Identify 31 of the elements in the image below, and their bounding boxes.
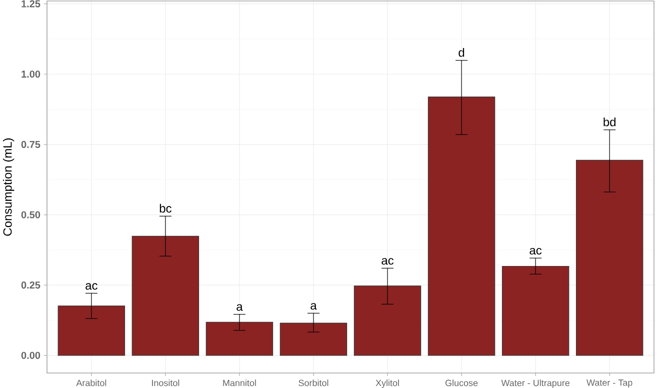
y-tick-label: 0.75: [21, 140, 40, 148]
bar: [280, 322, 348, 356]
x-tick-label: Sorbitol: [298, 380, 328, 386]
x-tick-label: Xylitol: [376, 380, 399, 388]
bar: [206, 322, 274, 356]
y-axis-title: Consumption (mL): [2, 138, 14, 236]
annotation: bd: [604, 117, 616, 126]
annotation: bc: [160, 204, 172, 213]
x-tick-label: Mannitol: [223, 380, 256, 386]
bar: [428, 96, 496, 356]
annotation: d: [458, 48, 464, 57]
x-tick-label: Arabitol: [76, 380, 106, 386]
annotation: ac: [530, 248, 542, 255]
annotation: ac: [86, 283, 98, 290]
bar: [576, 160, 644, 356]
bar: [502, 266, 570, 356]
bar: [354, 286, 422, 356]
x-tick-label: Water - Ultrapure: [501, 380, 570, 388]
y-tick-label: 0.50: [21, 211, 40, 218]
bar: [132, 236, 200, 356]
annotation: a: [236, 304, 243, 311]
bar: [58, 306, 126, 356]
y-tick-label: 0.25: [21, 282, 40, 289]
y-tick-label: 1.25: [22, 0, 40, 8]
annotation: ac: [382, 258, 394, 265]
x-tick-label: Inositol: [152, 380, 180, 386]
x-tick-label: Glucose: [445, 380, 478, 386]
y-tick-label: 1.00: [22, 70, 40, 78]
x-tick-label: Water - Tap: [586, 380, 632, 388]
y-tick-label: 0.00: [21, 352, 40, 359]
annotation: a: [310, 303, 317, 310]
